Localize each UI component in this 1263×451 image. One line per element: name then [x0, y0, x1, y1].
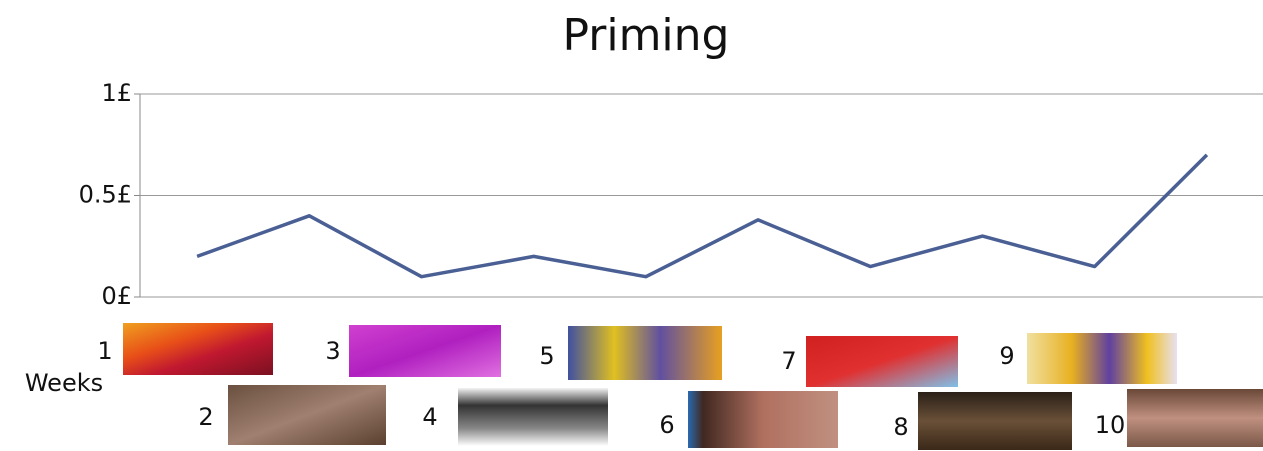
- picture: [349, 325, 501, 377]
- picture: [688, 391, 838, 448]
- x-tick-label: 7: [781, 347, 796, 375]
- x-tick-label: 6: [659, 411, 674, 439]
- y-tick-label: 0£: [101, 282, 132, 310]
- x-axis-label: Weeks: [25, 369, 103, 397]
- picture: [918, 392, 1072, 450]
- x-tick-label: 9: [999, 342, 1014, 370]
- picture: [568, 326, 722, 380]
- x-tick-label: 3: [325, 337, 340, 365]
- x-tick-label: 2: [198, 403, 213, 431]
- picture: [806, 336, 958, 387]
- chart-title: Priming: [563, 10, 730, 61]
- picture: [1127, 389, 1263, 447]
- picture: [228, 385, 386, 445]
- line: [197, 155, 1207, 277]
- x-tick-label: 1: [97, 337, 112, 365]
- chart: Priming Weeks 0£ 0.5£ 1£ 1 2 3 4 5 6 7 8 9 10: [0, 0, 1263, 451]
- x-tick-label: 10: [1095, 411, 1126, 439]
- picture: [1027, 333, 1177, 384]
- picture: [123, 323, 273, 375]
- x-tick-label: 8: [893, 413, 908, 441]
- y-tick-label: 0.5£: [79, 181, 132, 209]
- x-tick-label: 5: [539, 342, 554, 370]
- picture: [458, 388, 608, 446]
- x-tick-label: 4: [422, 403, 437, 431]
- y-tick-label: 1£: [101, 79, 132, 107]
